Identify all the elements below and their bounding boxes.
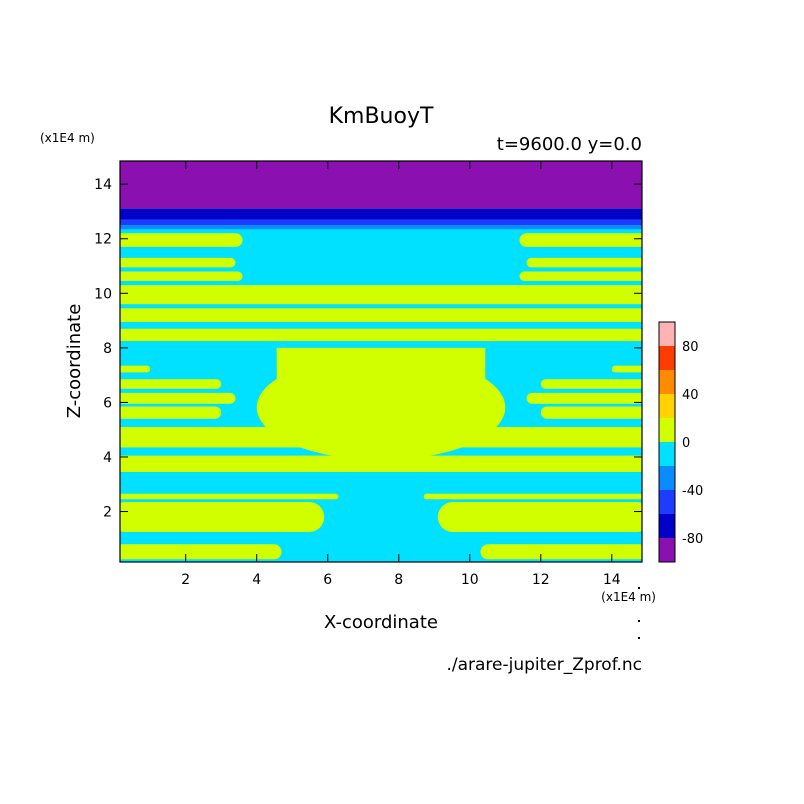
contour-band xyxy=(120,493,339,500)
chart-subtitle: t=9600.0 y=0.0 xyxy=(497,134,642,155)
contour-band xyxy=(120,233,243,247)
x-tick-label: 4 xyxy=(252,572,261,588)
y-tick-label: 14 xyxy=(94,177,112,193)
contour-layer xyxy=(120,208,642,220)
contour-band xyxy=(540,379,642,389)
contour-band xyxy=(120,501,325,532)
y-unit-label: (x1E4 m) xyxy=(40,131,95,145)
colorbar-segment xyxy=(659,514,675,538)
colorbar-tick-label: 80 xyxy=(682,340,699,355)
x-tick-label: 14 xyxy=(603,572,621,588)
contour-band xyxy=(120,308,642,322)
contour-layer xyxy=(120,161,642,209)
contour-band xyxy=(120,365,151,373)
contour-band xyxy=(480,544,642,560)
contour-field xyxy=(120,161,642,562)
y-tick-label: 6 xyxy=(103,395,112,411)
contour-band xyxy=(120,455,642,472)
colorbar-tick-label: -40 xyxy=(682,484,703,499)
y-axis: 2 4 6 8 10 12 14 xyxy=(94,177,642,521)
contour-band xyxy=(120,379,222,389)
x-tick-label: 2 xyxy=(181,572,190,588)
colorbar-segment xyxy=(659,538,675,562)
colorbar-segment xyxy=(659,394,675,418)
colorbar-tick-label: 40 xyxy=(682,388,699,403)
x-tick-label: 6 xyxy=(323,572,332,588)
contour-band xyxy=(120,257,236,268)
contour-layer xyxy=(120,225,642,230)
colorbar-frame xyxy=(658,321,676,563)
contour-band xyxy=(120,392,236,404)
colorbar: 80 40 0 -40 -80 xyxy=(658,321,703,563)
colorbar-segment xyxy=(659,370,675,394)
contour-band xyxy=(437,501,642,532)
chart-title: KmBuoyT xyxy=(329,104,434,129)
contour-band xyxy=(120,406,222,419)
contour-band xyxy=(540,406,642,419)
contour-band xyxy=(519,233,642,247)
y-tick-label: 4 xyxy=(103,450,112,466)
colorbar-segment xyxy=(659,490,675,514)
contour-band xyxy=(120,285,642,305)
y-tick-label: 2 xyxy=(103,505,112,521)
y-tick-label: 12 xyxy=(94,232,112,248)
y-tick-label: 8 xyxy=(103,341,112,357)
colorbar-tick-label: 0 xyxy=(682,436,690,451)
contour-band xyxy=(519,271,642,282)
contour-band xyxy=(526,392,642,404)
source-file-label: ./arare-jupiter_Zprof.nc xyxy=(446,655,642,675)
contour-band xyxy=(120,544,282,560)
colorbar-segment xyxy=(659,442,675,466)
x-tick-label: 12 xyxy=(532,572,550,588)
contour-layer xyxy=(120,219,642,226)
contour-band xyxy=(423,493,642,500)
decorative-marks xyxy=(638,587,640,639)
x-axis-label: X-coordinate xyxy=(324,612,438,633)
contour-band xyxy=(526,257,642,268)
contour-band xyxy=(120,328,642,342)
colorbar-segment xyxy=(659,418,675,442)
central-region xyxy=(276,347,486,408)
contour-band xyxy=(611,365,642,373)
x-tick-label: 10 xyxy=(461,572,479,588)
colorbar-segment xyxy=(659,322,675,346)
plot-area: 2 4 6 8 10 12 14 2 4 6 8 10 12 14 xyxy=(94,160,643,588)
contour-band xyxy=(120,271,243,282)
colorbar-segment xyxy=(659,346,675,370)
plot-frame xyxy=(119,160,643,563)
x-axis: 2 4 6 8 10 12 14 xyxy=(181,161,621,588)
y-tick-label: 10 xyxy=(94,286,112,302)
colorbar-segment xyxy=(659,466,675,490)
x-tick-label: 8 xyxy=(394,572,403,588)
x-unit-label: (x1E4 m) xyxy=(601,590,656,604)
colorbar-tick-label: -80 xyxy=(682,532,703,547)
y-axis-label: Z-coordinate xyxy=(64,304,85,419)
